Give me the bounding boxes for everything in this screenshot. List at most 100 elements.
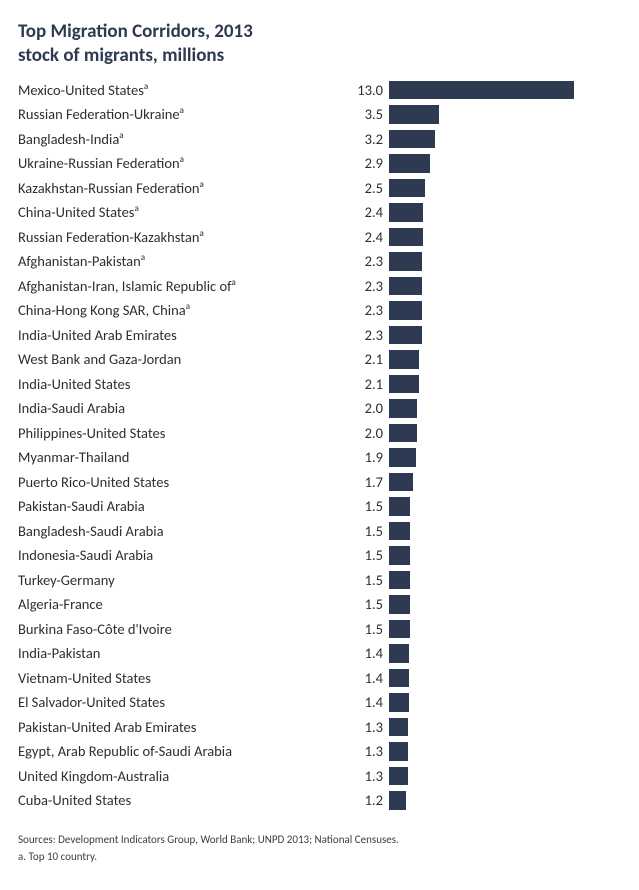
row-label: Cuba-United States [18, 791, 353, 809]
row-value: 2.5 [353, 179, 389, 197]
row-bar [389, 448, 416, 467]
row-label: China-Hong Kong SAR, Chinaa [18, 301, 353, 319]
row-value: 1.5 [353, 546, 389, 564]
row-label: India-Saudi Arabia [18, 399, 353, 417]
footnote-marker: a [232, 277, 236, 288]
row-bar [389, 791, 406, 810]
row-label: Bangladesh-Indiaa [18, 130, 353, 148]
footnote-marker: a [199, 179, 203, 190]
table-row: Afghanistan-Iran, Islamic Republic ofa2.… [18, 274, 621, 299]
table-row: Cuba-United States1.2 [18, 788, 621, 813]
row-bar-cell [389, 666, 621, 691]
row-value: 1.3 [353, 767, 389, 785]
row-bar-cell [389, 739, 621, 764]
table-row: India-Pakistan1.4 [18, 641, 621, 666]
row-value: 13.0 [353, 81, 389, 99]
table-row: China-United Statesa2.4 [18, 200, 621, 225]
table-row: Pakistan-Saudi Arabia1.5 [18, 494, 621, 519]
table-row: Myanmar-Thailand1.9 [18, 445, 621, 470]
row-bar [389, 179, 425, 198]
row-bar-cell [389, 494, 621, 519]
row-value: 1.3 [353, 718, 389, 736]
table-row: United Kingdom-Australia1.3 [18, 764, 621, 789]
row-label: El Salvador-United States [18, 693, 353, 711]
row-bar [389, 620, 410, 639]
table-row: Indonesia-Saudi Arabia1.5 [18, 543, 621, 568]
table-row: India-Saudi Arabia2.0 [18, 396, 621, 421]
row-bar-cell [389, 788, 621, 813]
bar-chart-rows: Mexico-United Statesa13.0Russian Federat… [18, 78, 621, 813]
row-label: Algeria-France [18, 595, 353, 613]
chart-footer: Sources: Development Indicators Group, W… [18, 831, 621, 866]
table-row: Vietnam-United States1.4 [18, 666, 621, 691]
row-label: Myanmar-Thailand [18, 448, 353, 466]
row-bar [389, 571, 410, 590]
note-a-text: a. Top 10 country. [18, 848, 621, 866]
row-bar-cell [389, 445, 621, 470]
row-label: United Kingdom-Australia [18, 767, 353, 785]
table-row: Russian Federation-Ukrainea3.5 [18, 102, 621, 127]
row-value: 2.0 [353, 424, 389, 442]
row-bar-cell [389, 641, 621, 666]
row-bar [389, 693, 409, 712]
row-bar [389, 497, 410, 516]
table-row: China-Hong Kong SAR, Chinaa2.3 [18, 298, 621, 323]
row-label: Puerto Rico-United States [18, 473, 353, 491]
row-label: Afghanistan-Iran, Islamic Republic ofa [18, 277, 353, 295]
sources-text: Sources: Development Indicators Group, W… [18, 831, 621, 849]
row-label: Bangladesh-Saudi Arabia [18, 522, 353, 540]
row-bar-cell [389, 249, 621, 274]
row-value: 1.5 [353, 571, 389, 589]
row-bar-cell [389, 78, 621, 103]
row-bar-cell [389, 617, 621, 642]
row-label: Burkina Faso-Côte d'Ivoire [18, 620, 353, 638]
row-bar [389, 105, 439, 124]
row-bar-cell [389, 200, 621, 225]
row-bar-cell [389, 421, 621, 446]
row-bar [389, 277, 422, 296]
table-row: Russian Federation-Kazakhstana2.4 [18, 225, 621, 250]
row-bar-cell [389, 519, 621, 544]
footnote-marker: a [186, 301, 190, 312]
row-bar [389, 326, 422, 345]
row-bar [389, 81, 574, 100]
row-label: Pakistan-United Arab Emirates [18, 718, 353, 736]
footnote-marker: a [141, 252, 145, 263]
row-bar-cell [389, 347, 621, 372]
footnote-marker: a [144, 81, 148, 92]
table-row: Ukraine-Russian Federationa2.9 [18, 151, 621, 176]
row-value: 2.4 [353, 228, 389, 246]
row-value: 1.5 [353, 497, 389, 515]
row-bar [389, 644, 409, 663]
row-bar-cell [389, 470, 621, 495]
row-bar-cell [389, 764, 621, 789]
table-row: Mexico-United Statesa13.0 [18, 78, 621, 103]
row-label: Ukraine-Russian Federationa [18, 154, 353, 172]
row-bar [389, 522, 410, 541]
row-label: Indonesia-Saudi Arabia [18, 546, 353, 564]
row-bar [389, 424, 417, 443]
row-bar [389, 742, 408, 761]
row-label: Russian Federation-Kazakhstana [18, 228, 353, 246]
row-bar-cell [389, 102, 621, 127]
row-value: 1.3 [353, 742, 389, 760]
row-bar [389, 399, 417, 418]
row-bar [389, 228, 423, 247]
table-row: Bangladesh-Indiaa3.2 [18, 127, 621, 152]
row-bar-cell [389, 225, 621, 250]
table-row: Philippines-United States2.0 [18, 421, 621, 446]
row-label: Pakistan-Saudi Arabia [18, 497, 353, 515]
row-bar [389, 301, 422, 320]
row-value: 1.4 [353, 644, 389, 662]
row-label: India-United States [18, 375, 353, 393]
row-bar-cell [389, 323, 621, 348]
row-value: 1.4 [353, 693, 389, 711]
row-value: 1.2 [353, 791, 389, 809]
row-label: Kazakhstan-Russian Federationa [18, 179, 353, 197]
row-bar [389, 375, 419, 394]
row-value: 2.1 [353, 375, 389, 393]
row-bar-cell [389, 592, 621, 617]
row-bar-cell [389, 127, 621, 152]
table-row: India-United Arab Emirates2.3 [18, 323, 621, 348]
row-value: 2.3 [353, 301, 389, 319]
